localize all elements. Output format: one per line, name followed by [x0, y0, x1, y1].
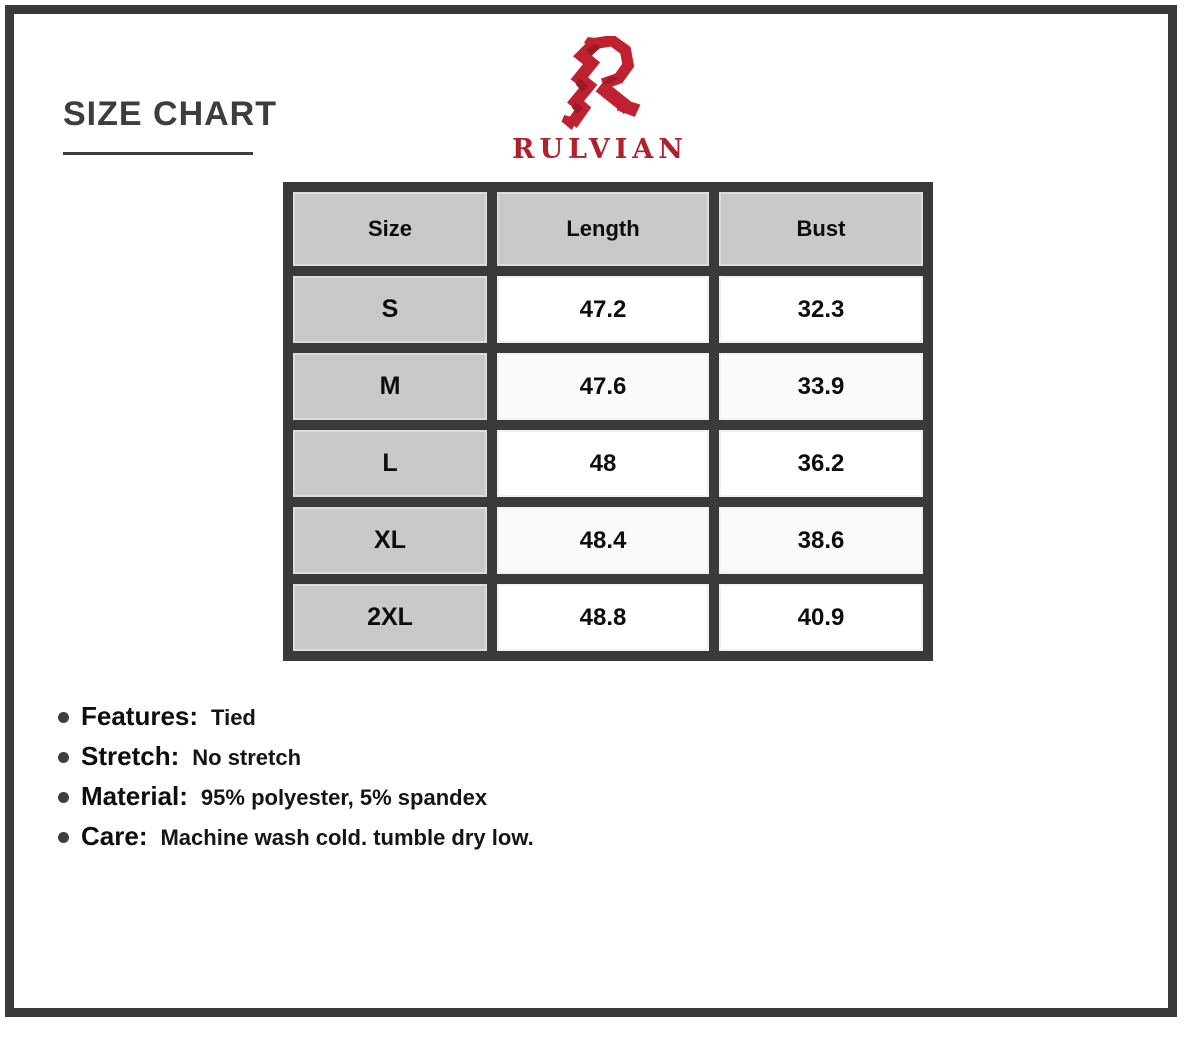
- size-cell: S: [293, 276, 487, 343]
- table-row: L 48 36.2: [293, 430, 923, 497]
- details-list: Features: Tied Stretch: No stretch Material:…: [58, 702, 534, 862]
- measurement-cell: 33.9: [719, 353, 923, 420]
- title-underline: [63, 152, 253, 155]
- measurement-cell: 48.4: [497, 507, 709, 574]
- bullet-dot-icon: [58, 791, 69, 803]
- size-cell: L: [293, 430, 487, 497]
- column-header-bust: Bust: [719, 192, 923, 266]
- detail-value: 95% polyester, 5% spandex: [200, 785, 488, 810]
- detail-label: Features:: [81, 701, 199, 731]
- brand-name: RULVIAN: [512, 134, 688, 165]
- detail-value: Tied: [211, 705, 256, 730]
- table-row: XL 48.4 38.6: [293, 507, 923, 574]
- detail-item: Stretch: No stretch: [58, 742, 534, 772]
- detail-item: Material: 95% polyester, 5% spandex: [58, 782, 534, 812]
- measurement-cell: 32.3: [719, 276, 923, 343]
- measurement-cell: 47.2: [497, 276, 709, 343]
- detail-label: Care:: [81, 821, 148, 851]
- detail-item: Care: Machine wash cold. tumble dry low.: [58, 822, 534, 852]
- rulvian-r-logo-icon: [561, 36, 641, 130]
- table-row: 2XL 48.8 40.9: [293, 584, 923, 651]
- page-title: SIZE CHART: [63, 95, 277, 133]
- size-cell: XL: [293, 507, 487, 574]
- detail-item: Features: Tied: [58, 702, 534, 732]
- measurement-cell: 47.6: [497, 353, 709, 420]
- detail-value: No stretch: [192, 745, 302, 770]
- measurement-cell: 38.6: [719, 507, 923, 574]
- size-cell: M: [293, 353, 487, 420]
- bullet-dot-icon: [58, 711, 69, 723]
- measurement-cell: 48.8: [497, 584, 709, 651]
- bullet-dot-icon: [58, 831, 69, 843]
- column-header-length: Length: [497, 192, 709, 266]
- measurement-cell: 48: [497, 430, 709, 497]
- brand-logo: RULVIAN: [0, 36, 1200, 165]
- detail-label: Material:: [81, 781, 188, 811]
- detail-label: Stretch:: [81, 741, 180, 771]
- measurement-cell: 40.9: [719, 584, 923, 651]
- size-chart-table: Size Length Bust S 47.2 32.3 M 47.6 33.9 L 48 36.2…: [283, 182, 933, 661]
- bullet-dot-icon: [58, 751, 69, 763]
- measurement-cell: 36.2: [719, 430, 923, 497]
- size-cell: 2XL: [293, 584, 487, 651]
- table-row: M 47.6 33.9: [293, 353, 923, 420]
- table-row: S 47.2 32.3: [293, 276, 923, 343]
- table-header-row: Size Length Bust: [293, 192, 923, 266]
- detail-value: Machine wash cold. tumble dry low.: [160, 825, 534, 850]
- column-header-size: Size: [293, 192, 487, 266]
